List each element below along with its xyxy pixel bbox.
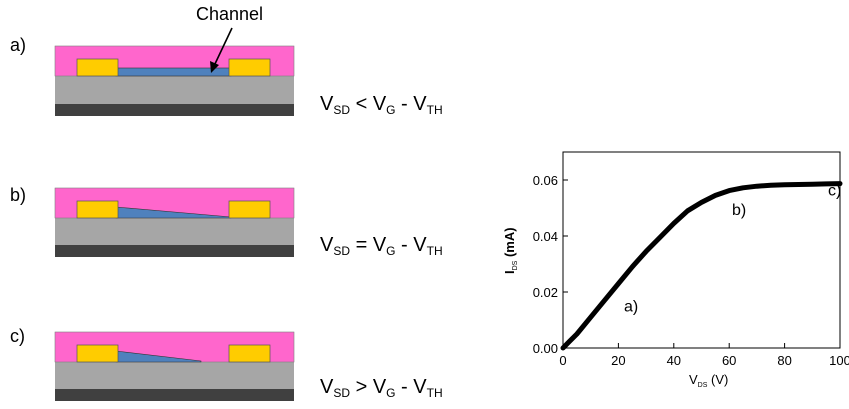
channel-label: Channel xyxy=(196,4,264,24)
y-tick-label: 0.04 xyxy=(533,229,558,244)
cond-var: V xyxy=(413,234,427,256)
cond-op: < xyxy=(350,93,373,115)
cond-var: V xyxy=(413,376,427,398)
y-axis-label: IDS (mA) xyxy=(502,227,519,274)
condition-c: VSD > VG - VTH xyxy=(320,376,443,400)
drain-electrode xyxy=(228,200,271,219)
substrate-layer xyxy=(55,362,294,389)
x-tick-label: 20 xyxy=(611,353,625,368)
cond-var: V xyxy=(320,93,334,115)
cond-var: V xyxy=(372,234,387,256)
x-axis-label: VDS (V) xyxy=(689,372,728,389)
gate-layer xyxy=(55,389,294,401)
cond-var: V xyxy=(320,376,334,398)
curve-annotation: a) xyxy=(624,299,638,316)
substrate-layer xyxy=(55,76,294,104)
y-tick-label: 0.00 xyxy=(533,341,558,356)
device-b xyxy=(54,187,295,257)
device-c xyxy=(54,331,295,401)
condition-b: VSD = VG - VTH xyxy=(320,234,443,258)
panel-b-label: b) xyxy=(10,185,27,205)
substrate-layer xyxy=(55,218,294,245)
x-tick-label: 100 xyxy=(829,353,849,368)
channel-arrow xyxy=(210,27,233,73)
curve-annotation: c) xyxy=(828,182,841,199)
cond-op: - xyxy=(395,93,414,115)
cond-sub: TH xyxy=(426,386,443,400)
cond-op: - xyxy=(395,376,414,398)
cond-sub: SD xyxy=(333,103,351,117)
iv-curve xyxy=(560,181,843,351)
cond-var: V xyxy=(320,234,334,256)
cond-sub: G xyxy=(386,244,396,258)
cond-op: = xyxy=(350,234,373,256)
cond-sub: TH xyxy=(426,103,443,117)
source-electrode xyxy=(76,200,119,219)
x-tick-label: 60 xyxy=(722,353,736,368)
y-tick-label: 0.02 xyxy=(533,285,558,300)
cond-sub: SD xyxy=(333,244,351,258)
drain-electrode xyxy=(228,58,271,77)
panel-a-label: a) xyxy=(10,35,27,55)
cond-var: V xyxy=(372,93,387,115)
cond-sub: SD xyxy=(333,386,351,400)
source-electrode xyxy=(76,344,119,363)
gate-layer xyxy=(55,245,294,257)
gate-layer xyxy=(55,104,294,116)
x-tick-label: 80 xyxy=(777,353,791,368)
cond-op: > xyxy=(350,376,373,398)
cond-sub: TH xyxy=(426,244,443,258)
cond-var: V xyxy=(413,93,427,115)
source-electrode xyxy=(76,58,119,77)
plot-frame xyxy=(562,151,841,349)
cond-var: V xyxy=(372,376,387,398)
cond-sub: G xyxy=(386,386,396,400)
drain-electrode xyxy=(228,344,271,363)
device-a xyxy=(54,45,295,116)
y-tick-label: 0.06 xyxy=(533,173,558,188)
x-tick-label: 40 xyxy=(667,353,681,368)
panel-c-label: c) xyxy=(10,326,25,346)
curve-annotation: b) xyxy=(732,202,746,219)
cond-op: - xyxy=(395,234,414,256)
x-tick-label: 0 xyxy=(559,353,566,368)
condition-a: VSD < VG - VTH xyxy=(320,93,443,117)
cond-sub: G xyxy=(386,103,396,117)
